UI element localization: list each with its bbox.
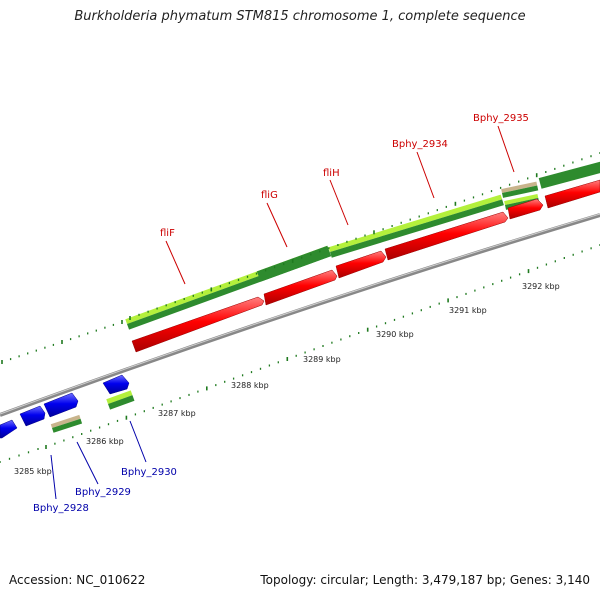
leader-lines-bottom [50, 420, 147, 500]
gene-flih[interactable] [335, 250, 387, 279]
leader-lines-top [165, 125, 515, 285]
backbone-highlight [0, 213, 600, 415]
tick-label-3287: 3287 kbp [158, 409, 196, 418]
gene-bphy-2929[interactable] [43, 392, 79, 418]
tick-label-3288: 3288 kbp [231, 381, 269, 390]
tick-label-3289: 3289 kbp [303, 355, 341, 364]
tick-labels: 3285 kbp 3286 kbp 3287 kbp 3288 kbp 3289… [14, 282, 560, 476]
tick-label-3285: 3285 kbp [14, 467, 52, 476]
gene-labels-bottom: Bphy_2928 Bphy_2929 Bphy_2930 [33, 467, 177, 514]
backbone-track [0, 213, 600, 417]
cds-band-main [125, 245, 332, 330]
tick-label-3290: 3290 kbp [376, 330, 414, 339]
gene-flig[interactable] [263, 269, 338, 306]
tick-label-3291: 3291 kbp [449, 306, 487, 315]
label-bphy-2928: Bphy_2928 [33, 503, 89, 514]
cds-bphy-2930 [106, 390, 135, 410]
cds-band-right [538, 160, 600, 189]
cds-band-mid [328, 194, 504, 258]
tick-label-3286: 3286 kbp [86, 437, 124, 446]
label-bphy-2934: Bphy_2934 [392, 139, 448, 150]
label-flih: fliH [323, 168, 340, 179]
gene-bphy-2935[interactable] [507, 198, 544, 220]
feature-bphy-2935 [501, 181, 539, 198]
genome-summary-text: Topology: circular; Length: 3,479,187 bp… [260, 573, 590, 587]
gene-labels-top: fliF fliG fliH Bphy_2934 Bphy_2935 [160, 113, 529, 239]
cds-bphy-2929 [50, 414, 83, 433]
label-bphy-2935: Bphy_2935 [473, 113, 529, 124]
gene-bphy-2934[interactable] [384, 211, 509, 261]
label-bphy-2929: Bphy_2929 [75, 487, 131, 498]
gene-bphy-2930[interactable] [102, 374, 130, 395]
gene-flif[interactable] [131, 296, 265, 353]
label-bphy-2930: Bphy_2930 [121, 467, 177, 478]
label-flif: fliF [160, 228, 175, 239]
tick-dots [0, 152, 600, 463]
tick-label-3292: 3292 kbp [522, 282, 560, 291]
page-title: Burkholderia phymatum STM815 chromosome … [74, 9, 526, 24]
gene-bphy-2928[interactable] [19, 405, 46, 427]
label-flig: fliG [261, 190, 278, 201]
gene-blue-edge[interactable] [0, 419, 18, 439]
gene-right-edge[interactable] [544, 179, 600, 209]
accession-text: Accession: NC_010622 [9, 573, 146, 587]
